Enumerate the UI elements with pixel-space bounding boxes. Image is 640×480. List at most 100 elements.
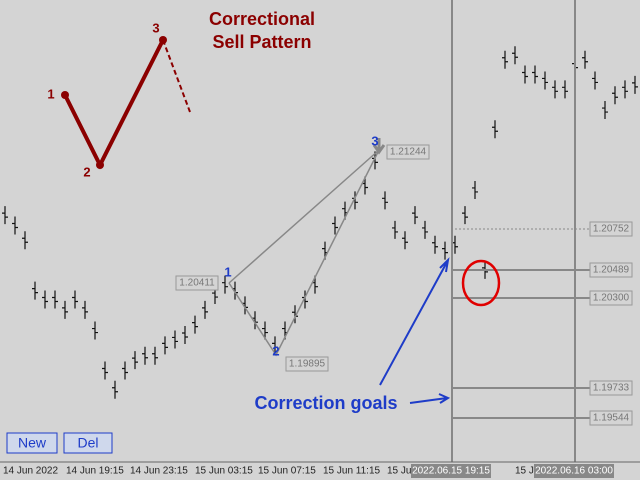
price-label-box (175, 275, 219, 291)
pattern-icon (159, 36, 167, 44)
button-label[interactable]: Del (77, 435, 98, 451)
price-bar (42, 290, 48, 309)
price-bar (622, 80, 628, 99)
price-label: 1.19544 (593, 413, 630, 424)
price-label: 1.21244 (390, 147, 427, 158)
button-label[interactable]: New (18, 435, 47, 451)
price-bar (262, 321, 268, 340)
time-label: 14 Jun 19:15 (66, 466, 124, 477)
price-bar (162, 336, 168, 355)
price-bar (202, 300, 208, 319)
time-label: 15 Ju (387, 466, 411, 477)
price-bar (432, 235, 438, 254)
price-bar (502, 50, 508, 69)
time-marker-label: 2022.06.16 03:00 (535, 466, 613, 477)
time-label: 15 Jun 03:15 (195, 466, 253, 477)
price-bar (512, 46, 518, 65)
pattern-icon (63, 39, 165, 170)
chart-point-label: 1 (224, 264, 231, 279)
time-label: 15 Jun 11:15 (323, 466, 381, 477)
new-button[interactable]: New (6, 432, 58, 454)
pattern-icon (162, 39, 191, 113)
price-bar (32, 281, 38, 300)
price-bar (532, 65, 538, 84)
pattern-icon (61, 91, 69, 99)
legend-point-label: 2 (83, 164, 90, 179)
button-box[interactable] (63, 432, 113, 454)
price-bar (272, 336, 278, 355)
price-bar (582, 50, 588, 69)
pattern-icon (96, 161, 104, 169)
price-bar (92, 321, 98, 340)
price-bar (522, 65, 528, 84)
legend-point-label: 3 (152, 20, 159, 35)
time-label: 15 Jun 07:15 (258, 466, 316, 477)
price-bar (472, 180, 478, 199)
price-label-box (589, 221, 633, 237)
annotation-arrow (379, 257, 450, 386)
price-label: 1.20300 (593, 293, 630, 304)
price-bar (422, 220, 428, 239)
pattern-lines (228, 149, 380, 357)
annotation: Correction goals (254, 393, 397, 413)
price-bar (632, 75, 638, 94)
price-label-box (589, 380, 633, 396)
price-label-box (589, 262, 633, 278)
price-bar (22, 231, 28, 250)
price-label: 1.19733 (593, 383, 630, 394)
price-bar (152, 346, 158, 365)
price-bar (132, 351, 138, 370)
price-bar (102, 361, 108, 380)
price-bar (122, 361, 128, 380)
price-bar (542, 71, 548, 90)
price-bar (72, 290, 78, 309)
time-label: 15 Jun (515, 466, 545, 477)
price-bar (442, 241, 448, 260)
price-bar (172, 330, 178, 349)
time-marker-label: 2022.06.15 19:15 (412, 466, 490, 477)
price-bar (52, 290, 58, 309)
price-bar (222, 275, 228, 294)
time-marker-box (534, 464, 614, 478)
price-label: 1.19895 (289, 359, 326, 370)
price-bar (462, 206, 468, 225)
price-bar (192, 315, 198, 334)
price-label-box (386, 144, 430, 160)
price-bar (602, 101, 608, 120)
price-bar (412, 206, 418, 225)
price-label: 1.20489 (593, 265, 630, 276)
price-bar (332, 216, 338, 235)
annotation-arrow (409, 393, 451, 404)
del-button[interactable]: Del (63, 432, 113, 454)
price-label: 1.20752 (593, 224, 630, 235)
price-label: 1.20411 (179, 278, 215, 289)
price-bar (112, 380, 118, 399)
price-bar (2, 206, 8, 225)
button-box[interactable] (6, 432, 58, 454)
price-bar (182, 326, 188, 344)
chart-point-label: 2 (272, 343, 279, 358)
price-label-box (589, 290, 633, 306)
price-bar (592, 71, 598, 90)
price-bar (612, 86, 618, 105)
price-bar (142, 346, 148, 365)
price-bars (2, 46, 638, 399)
price-bar (12, 216, 18, 235)
price-label-box (589, 410, 633, 426)
price-label-box (285, 356, 329, 372)
price-bar (392, 220, 398, 239)
arrow-icon (372, 138, 386, 155)
price-bar (62, 300, 68, 319)
time-marker-box (411, 464, 491, 478)
time-label: 14 Jun 2022 (3, 466, 58, 477)
pattern-title: Correctional (209, 9, 315, 29)
price-bar (232, 281, 238, 300)
price-bar (382, 191, 388, 210)
price-bar (562, 80, 568, 99)
price-bar (492, 120, 498, 139)
price-bar (552, 80, 558, 99)
highlight-ellipse (461, 259, 501, 307)
price-bar (402, 231, 408, 250)
legend-point-label: 1 (47, 86, 54, 101)
